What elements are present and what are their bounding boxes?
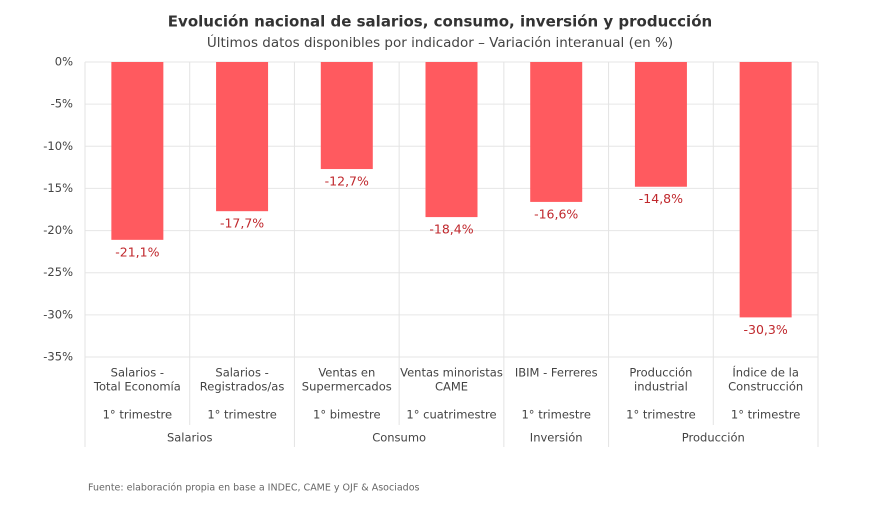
x-tick-label: CAME xyxy=(435,380,468,394)
data-label: -18,4% xyxy=(429,222,473,237)
x-tick-label: Supermercados xyxy=(302,380,392,394)
group-label: Producción xyxy=(682,431,745,445)
data-label: -16,6% xyxy=(534,206,578,221)
period-label: 1° trimestre xyxy=(731,408,800,422)
data-label: -12,7% xyxy=(325,174,369,189)
x-tick-label: Total Economía xyxy=(93,380,181,394)
data-label: -14,8% xyxy=(639,191,683,206)
group-label: Consumo xyxy=(372,431,426,445)
group-label: Salarios xyxy=(167,431,213,445)
bar xyxy=(320,62,373,170)
x-tick-label: Índice de la xyxy=(732,365,799,380)
x-tick-label: Construcción xyxy=(728,380,803,394)
y-tick-label: -5% xyxy=(51,97,73,111)
data-label: -21,1% xyxy=(115,244,159,259)
x-tick-label: Producción xyxy=(629,366,692,380)
x-tick-label: industrial xyxy=(634,380,688,394)
y-tick-label: -30% xyxy=(43,307,73,321)
y-tick-label: -35% xyxy=(43,350,73,364)
data-label: -17,7% xyxy=(220,216,264,231)
y-tick-label: -10% xyxy=(43,139,73,153)
period-label: 1° cuatrimestre xyxy=(406,408,496,422)
period-label: 1° bimestre xyxy=(313,408,381,422)
chart-subtitle: Últimos datos disponibles por indicador … xyxy=(207,33,673,51)
chart-title: Evolución nacional de salarios, consumo,… xyxy=(168,13,712,31)
bar xyxy=(739,62,792,318)
group-label: Inversión xyxy=(530,431,583,445)
y-tick-label: -25% xyxy=(43,265,73,279)
bar xyxy=(111,62,164,240)
x-tick-label: Ventas en xyxy=(318,366,375,380)
y-tick-label: -20% xyxy=(43,223,73,237)
bar xyxy=(425,62,478,218)
period-label: 1° trimestre xyxy=(103,408,172,422)
x-tick-label: Salarios - xyxy=(111,366,164,380)
y-tick-label: -15% xyxy=(43,181,73,195)
y-tick-label: 0% xyxy=(55,55,73,69)
x-tick-label: Registrados/as xyxy=(200,380,285,394)
period-label: 1° trimestre xyxy=(626,408,695,422)
bar xyxy=(634,62,687,187)
period-label: 1° trimestre xyxy=(521,408,590,422)
x-tick-label: Salarios - xyxy=(215,366,268,380)
bar xyxy=(216,62,269,212)
x-tick-label: IBIM - Ferreres xyxy=(515,366,598,380)
period-label: 1° trimestre xyxy=(207,408,276,422)
x-tick-label: Ventas minoristas xyxy=(400,366,503,380)
data-label: -30,3% xyxy=(744,322,788,337)
bar xyxy=(530,62,583,202)
source-note: Fuente: elaboración propia en base a IND… xyxy=(88,483,420,494)
